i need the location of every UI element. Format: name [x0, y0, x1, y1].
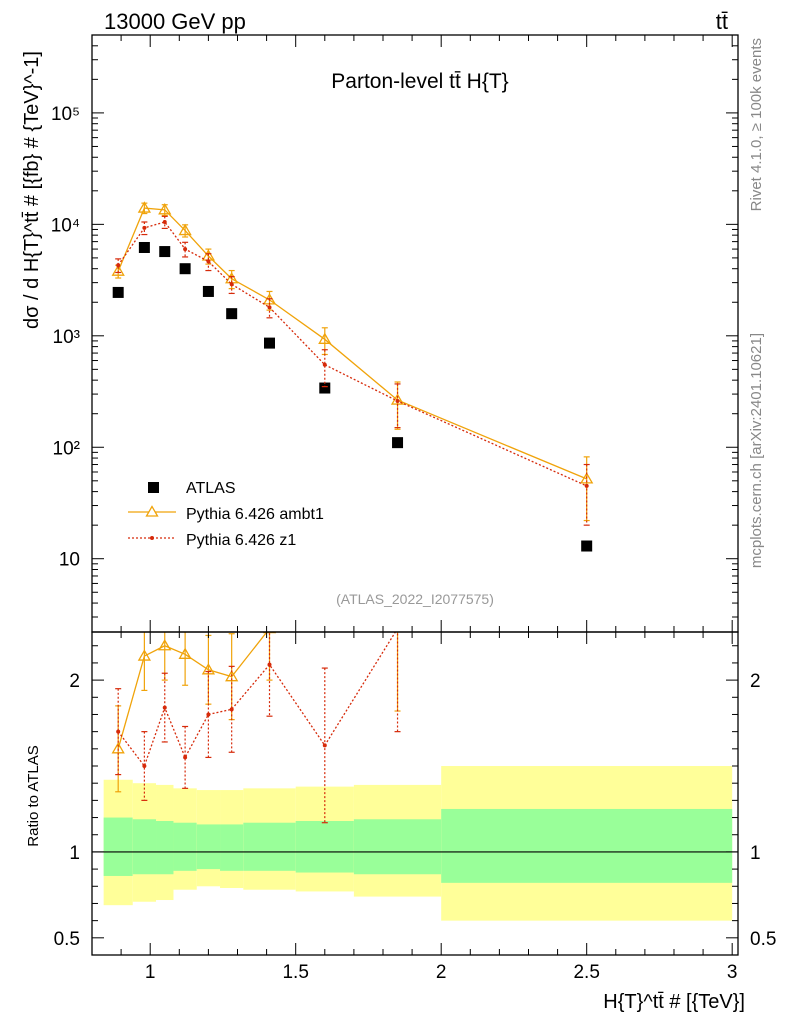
main-series-group — [111, 201, 594, 552]
x-tick-label-2: 2 — [436, 962, 447, 983]
main-series-0-point-2 — [159, 246, 171, 258]
main-series-2-point-4 — [206, 259, 211, 264]
ratio-series-0-point-5 — [225, 669, 239, 682]
main-series-2-point-1 — [142, 225, 147, 230]
ratio-series-1-point-4 — [206, 712, 211, 717]
ratio-band-inner-3 — [173, 822, 197, 871]
main-y-axis-label: dσ / d H{T}^tt̄ # [{fb} # {TeV}^-1] — [21, 51, 43, 329]
x-axis-label: H{T}^tt̄ # [{TeV}] — [603, 991, 745, 1013]
ratio-series-1-point-8 — [396, 627, 400, 631]
analysis-id: (ATLAS_2022_I2077575) — [336, 591, 494, 607]
main-series-0-point-7 — [319, 382, 331, 394]
main-series-0-point-8 — [392, 437, 404, 449]
legend-label-z1: Pythia 6.426 z1 — [186, 532, 296, 549]
main-y-tick-label-4: 10⁵ — [51, 104, 80, 125]
ratio-y-axis-label: Ratio to ATLAS — [25, 745, 42, 846]
ratio-series-1-point-1 — [142, 764, 147, 769]
main-series-0-point-1 — [138, 241, 150, 253]
main-series-0-point-3 — [179, 263, 191, 275]
main-series-0-point-6 — [264, 337, 276, 349]
x-tick-label-0: 1 — [145, 962, 156, 983]
main-series-1-line — [117, 207, 587, 480]
ratio-series-0-point-3 — [178, 647, 192, 659]
ratio-band-inner-4 — [196, 824, 221, 870]
main-y-tick-label-0: 10 — [59, 550, 80, 571]
ratio-band-inner-6 — [243, 822, 296, 871]
main-y-tick-label-1: 10² — [53, 438, 80, 459]
main-series-2-point-6 — [267, 305, 272, 310]
x-tick-label-4: 3 — [727, 962, 738, 983]
ratio-series-1-point-5 — [229, 707, 234, 712]
main-series-1-point-9 — [580, 472, 594, 484]
ratio-y-tick-label-right-1: 1 — [750, 843, 761, 864]
ratio-y-tick-label-left-2: 2 — [69, 671, 80, 692]
ratio-y-tick-label-right-0: 0.5 — [750, 929, 776, 950]
main-series-1-point-3 — [178, 223, 192, 236]
x-tick-label-3: 2.5 — [573, 962, 599, 983]
ratio-band-inner-8 — [353, 819, 442, 875]
ratio-series-0-line — [117, 632, 268, 750]
ratio-band-inner-7 — [295, 820, 354, 873]
axes-group: 1 1.5 2 2.5 3 10 10² 10³ 10⁴ 10⁵ 0.5 0.5 1 1 2 2 — [51, 34, 776, 983]
main-series-2-point-7 — [322, 362, 327, 367]
plot-title: Parton-level tt̄ H{T} — [331, 70, 508, 93]
main-series-2-point-0 — [116, 263, 121, 268]
main-series-0-point-9 — [581, 540, 593, 552]
ratio-series-1-point-2 — [162, 705, 167, 710]
main-series-0-point-5 — [226, 308, 238, 320]
ratio-series-1-point-0 — [116, 729, 121, 734]
ratio-series-0-point-1 — [137, 649, 152, 661]
ratio-series-1-point-7 — [322, 743, 327, 748]
main-series-1-point-2 — [158, 203, 172, 215]
main-series-2-point-2 — [162, 219, 167, 224]
ratio-series-group — [111, 627, 401, 824]
header-collision: 13000 GeV pp — [104, 9, 246, 34]
ratio-uncertainty-bands — [92, 766, 738, 921]
ratio-y-tick-label-left-0: 0.5 — [54, 929, 80, 950]
ratio-band-inner-9 — [441, 808, 733, 883]
ratio-series-1-point-3 — [183, 755, 188, 760]
ratio-series-0-point-4 — [201, 663, 216, 675]
ratio-y-tick-label-right-2: 2 — [750, 671, 761, 692]
ratio-y-tick-label-left-1: 1 — [69, 843, 80, 864]
ratio-plot-frame — [91, 631, 739, 956]
main-series-1-point-7 — [318, 332, 332, 344]
rivet-version-label: Rivet 4.1.0, ≥ 100k events — [748, 38, 765, 211]
main-series-0-point-0 — [112, 286, 124, 298]
ratio-band-inner-1 — [132, 819, 157, 875]
main-y-tick-label-3: 10⁴ — [51, 215, 80, 236]
header-process: tt̄ — [716, 9, 728, 34]
main-series-2-point-8 — [395, 399, 400, 404]
main-series-2-point-3 — [183, 247, 188, 252]
legend-marker-ambt1 — [145, 505, 159, 517]
ratio-series-0-point-6 — [262, 632, 277, 634]
main-series-2-line — [117, 221, 587, 487]
main-series-0-point-4 — [202, 285, 214, 297]
main-series-1-point-0 — [111, 264, 125, 276]
x-tick-label-1: 1.5 — [282, 962, 308, 983]
ratio-band-inner-5 — [220, 824, 244, 871]
legend-label-atlas: ATLAS — [186, 480, 236, 497]
mcplots-source-label: mcplots.cern.ch [arXiv:2401.10621] — [748, 333, 765, 568]
ratio-series-0-point-2 — [158, 638, 172, 651]
legend-label-ambt1: Pythia 6.426 ambt1 — [186, 506, 324, 523]
ratio-band-inner-2 — [156, 820, 174, 875]
main-series-2-point-9 — [584, 483, 589, 488]
legend-marker-atlas — [148, 482, 159, 493]
legend-marker-z1 — [150, 536, 154, 540]
main-y-tick-label-2: 10³ — [53, 327, 80, 348]
ratio-band-inner-0 — [103, 817, 133, 876]
ratio-series-1-point-6 — [267, 662, 272, 667]
main-series-1-point-1 — [137, 201, 152, 213]
main-series-2-point-5 — [229, 282, 234, 287]
